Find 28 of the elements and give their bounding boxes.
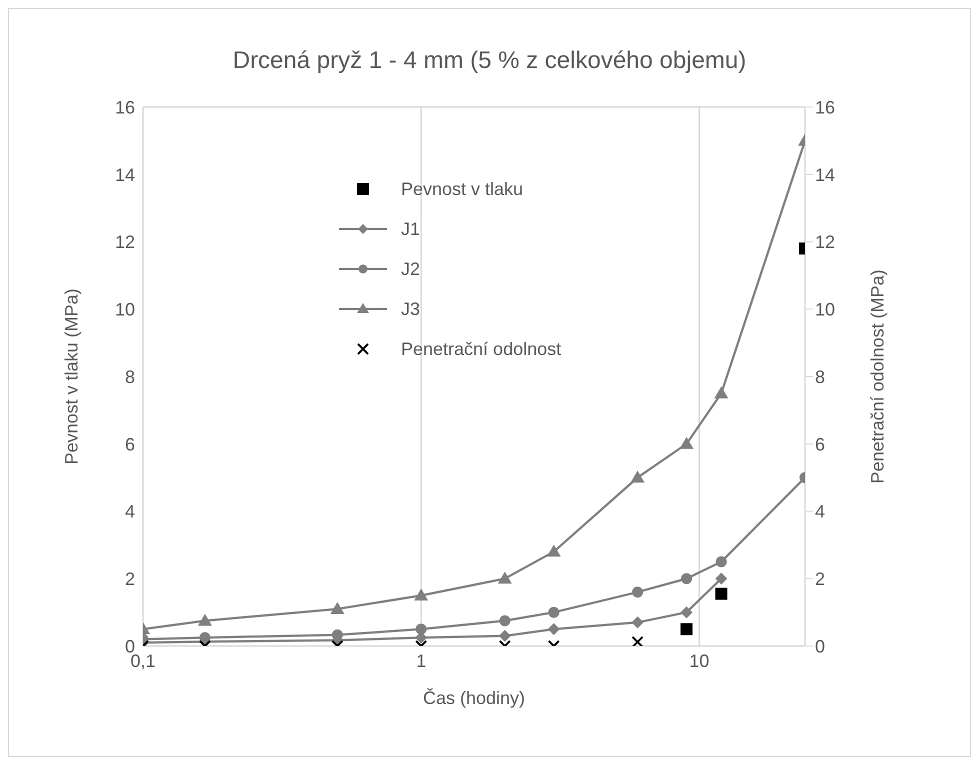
- y2-tick-label: 2: [815, 569, 826, 590]
- y2-axis-title: Penetrační odolnost (MPa): [867, 269, 888, 484]
- y-tick-label: 16: [114, 97, 135, 118]
- x-tick-label: 10: [689, 650, 710, 671]
- y2-tick-label: 8: [815, 366, 826, 387]
- y-tick-label: 6: [124, 434, 135, 454]
- y-tick-label: 10: [114, 300, 135, 320]
- y2-tick-label: 4: [815, 502, 826, 522]
- y-tick-label: 8: [124, 366, 135, 387]
- y2-tick-label: 10: [815, 300, 836, 320]
- y2-tick-label: 14: [815, 164, 836, 185]
- legend-label: Penetrační odolnost: [401, 338, 562, 360]
- legend-label: J3: [401, 298, 420, 320]
- x-axis-title: Čas (hodiny): [422, 688, 526, 708]
- y-tick-label: 12: [114, 232, 135, 252]
- legend-label: Pevnost v tlaku: [401, 178, 524, 200]
- y-tick-label: 2: [124, 569, 135, 590]
- y2-tick-label: 12: [815, 232, 836, 252]
- y-tick-label: 4: [124, 502, 135, 522]
- legend-label: J2: [401, 258, 420, 280]
- y2-tick-label: 6: [815, 434, 826, 454]
- y-tick-label: 14: [114, 164, 135, 185]
- y-axis-title: Pevnost v tlaku (MPa): [61, 288, 82, 465]
- y2-tick-label: 0: [815, 636, 826, 656]
- x-tick-label: 1: [416, 650, 426, 671]
- y2-tick-label: 16: [815, 97, 836, 118]
- chart-title: Drcená pryž 1 - 4 mm (5 % z celkového objemu): [232, 47, 748, 75]
- legend-label: J1: [401, 218, 420, 240]
